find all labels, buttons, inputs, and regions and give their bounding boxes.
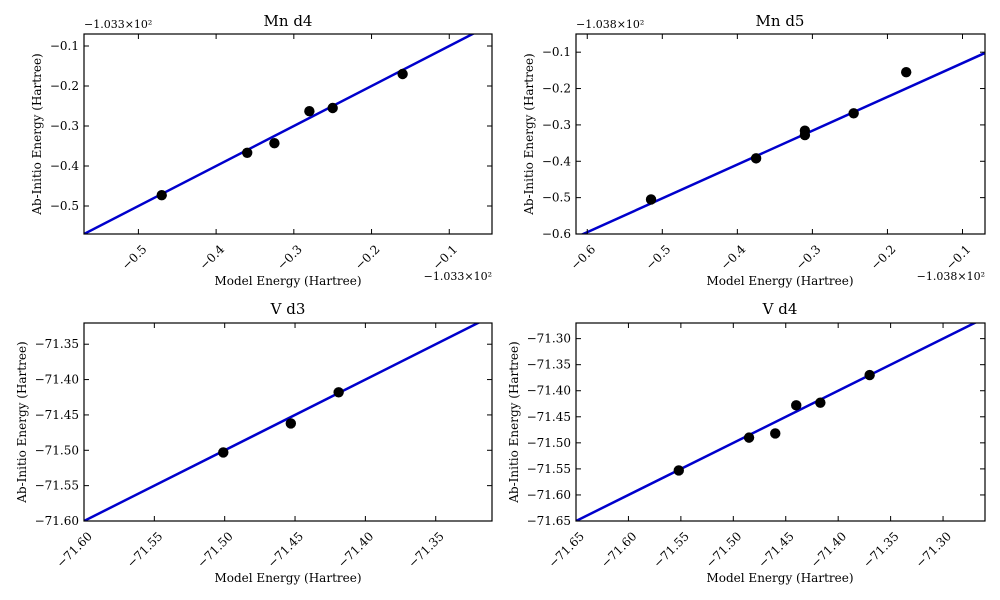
subplot-mn-d4: Mn d4 −1.033×10² −1.033×10² Model Energy… — [30, 12, 493, 288]
y-tick-label: −71.55 — [35, 479, 79, 493]
x-axis-label: Model Energy (Hartree) — [214, 274, 361, 288]
subplot-title: V d3 — [270, 300, 306, 318]
x-tick-label: −71.65 — [546, 529, 587, 570]
plot-frame — [83, 33, 493, 235]
y-axis-label: Ab-Initio Energy (Hartree) — [15, 341, 29, 504]
x-tick-label: −0.2 — [868, 242, 899, 273]
data-point — [791, 400, 802, 411]
y-tick-label: −71.55 — [527, 462, 571, 476]
x-offset-label: −1.033×10² — [424, 270, 492, 283]
y-tick-label: −0.5 — [542, 191, 571, 205]
y-axis-label: Ab-Initio Energy (Hartree) — [507, 341, 521, 504]
x-tick-label: −71.50 — [703, 529, 744, 570]
y-axis-label: Ab-Initio Energy (Hartree) — [30, 53, 44, 216]
x-tick-label: −0.1 — [943, 242, 974, 273]
data-point — [218, 447, 229, 458]
data-point — [304, 106, 315, 117]
y-tick-label: −0.6 — [542, 227, 571, 241]
x-tick-label: −71.35 — [405, 529, 446, 570]
subplot-v-d4: V d4 Model Energy (Hartree) Ab-Initio En… — [507, 300, 986, 585]
data-point — [770, 428, 781, 439]
y-tick-label: −71.40 — [527, 384, 571, 398]
data-point — [750, 153, 762, 164]
x-tick-label: −0.2 — [352, 242, 383, 273]
data-point — [327, 102, 338, 114]
data-point — [285, 418, 297, 429]
data-point — [242, 147, 253, 158]
y-tick-label: −71.35 — [35, 337, 79, 351]
plot-frame — [575, 33, 986, 235]
subplot-v-d3: V d3 Model Energy (Hartree) Ab-Initio En… — [15, 300, 493, 585]
x-tick-label: −71.55 — [651, 529, 692, 570]
x-tick-label: −0.6 — [568, 242, 599, 273]
y-axis-label: Ab-Initio Energy (Hartree) — [522, 53, 536, 216]
y-tick-label: −71.50 — [527, 436, 571, 450]
fit-line — [84, 323, 481, 521]
fit-line — [84, 34, 476, 234]
data-point — [864, 369, 875, 381]
subplot-mn-d5: Mn d5 −1.038×10² −1.038×10² Model Energy… — [522, 12, 986, 288]
y-tick-label: −0.2 — [50, 79, 79, 93]
y-tick-label: −71.40 — [35, 373, 79, 387]
x-tick-label: −71.40 — [808, 529, 849, 570]
y-tick-label: −0.2 — [542, 82, 571, 96]
plot-frame — [575, 322, 986, 522]
x-tick-label: −0.4 — [197, 242, 228, 273]
data-point — [743, 432, 755, 443]
y-tick-label: −71.60 — [35, 514, 79, 528]
data-point — [269, 138, 280, 149]
y-tick-label: −0.4 — [542, 154, 572, 168]
x-axis-label: Model Energy (Hartree) — [706, 274, 853, 288]
data-point — [815, 397, 826, 408]
y-tick-label: −0.3 — [542, 118, 571, 132]
x-tick-label: −0.3 — [793, 242, 824, 273]
y-offset-label: −1.033×10² — [84, 18, 152, 31]
y-tick-label: −71.65 — [527, 514, 571, 528]
x-axis-label: Model Energy (Hartree) — [214, 571, 361, 585]
x-tick-label: −0.1 — [430, 242, 461, 273]
y-tick-label: −71.50 — [35, 443, 79, 457]
x-tick-label: −71.60 — [598, 529, 639, 570]
y-tick-label: −71.30 — [527, 332, 571, 346]
y-tick-label: −71.45 — [527, 410, 571, 424]
y-tick-label: −71.35 — [527, 358, 571, 372]
fit-line — [580, 51, 985, 234]
data-point — [333, 387, 344, 398]
data-point — [156, 190, 167, 201]
x-tick-label: −71.40 — [335, 529, 376, 570]
subplot-title: V d4 — [762, 300, 798, 318]
data-point — [645, 194, 657, 205]
data-point — [799, 129, 811, 141]
x-tick-label: −0.4 — [718, 242, 749, 273]
data-point — [397, 68, 408, 80]
plot-frame — [83, 322, 493, 522]
x-tick-label: −0.5 — [119, 242, 150, 273]
x-tick-label: −71.50 — [194, 529, 235, 570]
x-tick-label: −71.45 — [265, 529, 306, 570]
x-tick-label: −71.55 — [124, 529, 165, 570]
y-tick-label: −71.45 — [35, 408, 79, 422]
x-tick-label: −71.45 — [755, 529, 796, 570]
data-point — [901, 66, 912, 78]
data-point — [848, 108, 859, 119]
data-point — [673, 465, 684, 476]
y-tick-label: −0.4 — [50, 159, 80, 173]
y-tick-label: −0.1 — [542, 45, 571, 59]
x-axis-label: Model Energy (Hartree) — [706, 571, 853, 585]
y-tick-label: −0.3 — [50, 119, 79, 133]
subplot-title: Mn d5 — [756, 12, 805, 30]
x-offset-label: −1.038×10² — [917, 270, 985, 283]
x-tick-label: −0.5 — [643, 242, 674, 273]
y-tick-label: −0.5 — [50, 199, 79, 213]
x-tick-label: −71.35 — [860, 529, 901, 570]
x-tick-label: −71.30 — [913, 529, 954, 570]
x-tick-label: −0.3 — [274, 242, 305, 273]
y-tick-label: −71.60 — [527, 488, 571, 502]
y-offset-label: −1.038×10² — [576, 18, 644, 31]
subplot-title: Mn d4 — [264, 12, 313, 30]
x-tick-label: −71.60 — [54, 529, 95, 570]
fit-line — [576, 323, 978, 521]
y-tick-label: −0.1 — [50, 39, 79, 53]
